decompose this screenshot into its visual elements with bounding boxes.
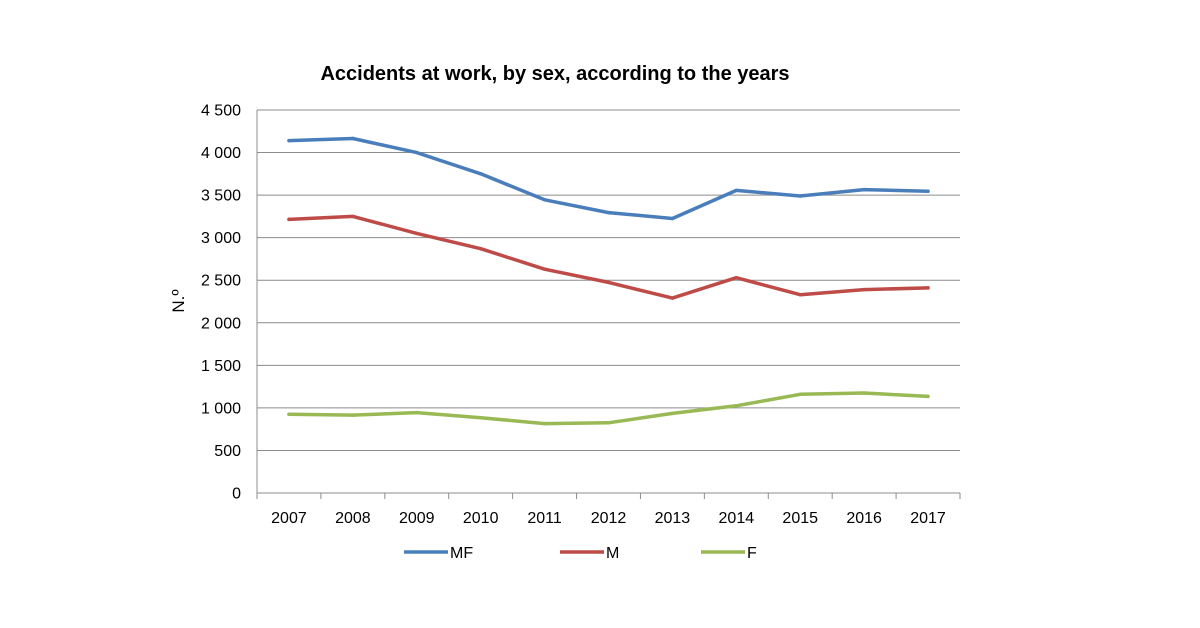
data-point-mf bbox=[415, 150, 419, 155]
legend-label-mf: MF bbox=[450, 545, 473, 562]
y-tick-label: 2 500 bbox=[201, 273, 241, 290]
data-point-mf bbox=[862, 187, 866, 192]
data-point-f bbox=[862, 391, 866, 395]
x-tick-label: 2012 bbox=[591, 510, 627, 527]
y-tick-label: 500 bbox=[214, 443, 241, 460]
data-point-m bbox=[287, 217, 291, 222]
x-tick-label: 2013 bbox=[655, 510, 691, 527]
data-point-m bbox=[798, 292, 802, 297]
y-tick-label: 2 000 bbox=[201, 315, 241, 332]
data-point-f bbox=[415, 410, 419, 415]
x-tick-label: 2011 bbox=[527, 510, 562, 527]
x-tick-label: 2014 bbox=[719, 510, 755, 527]
data-point-mf bbox=[734, 188, 739, 193]
data-point-m bbox=[670, 296, 675, 300]
data-point-m bbox=[542, 267, 547, 271]
y-tick-label: 4 000 bbox=[201, 145, 241, 162]
x-tick-label: 2009 bbox=[399, 510, 435, 527]
data-point-f bbox=[670, 411, 675, 416]
gridlines bbox=[257, 109, 960, 451]
data-point-m bbox=[926, 286, 930, 290]
x-tick-label: 2010 bbox=[463, 510, 499, 527]
legend: MF M F bbox=[404, 545, 757, 562]
data-point-m bbox=[606, 280, 611, 285]
y-axis-label: N.º bbox=[169, 289, 188, 312]
data-point-f bbox=[606, 421, 611, 425]
data-point-m bbox=[734, 275, 739, 280]
data-point-f bbox=[478, 415, 483, 420]
data-point-mf bbox=[926, 189, 930, 193]
tick-labels: 0 500 1 000 1 500 2 000 2 500 3 000 3 500 4 000 4… bbox=[201, 103, 946, 528]
chart-title: Accidents at work, by sex, according to … bbox=[320, 63, 789, 85]
series-lines bbox=[287, 136, 930, 426]
x-tick-label: 2007 bbox=[271, 510, 307, 527]
data-point-m bbox=[415, 231, 419, 236]
y-tick-label: 4 500 bbox=[201, 103, 241, 120]
data-point-mf bbox=[542, 198, 547, 202]
data-point-f bbox=[798, 392, 802, 396]
data-point-mf bbox=[287, 138, 291, 143]
data-point-f bbox=[351, 413, 355, 417]
y-tick-label: 3 000 bbox=[201, 230, 241, 247]
data-point-m bbox=[478, 247, 483, 251]
data-point-mf bbox=[351, 136, 355, 141]
x-tick-label: 2015 bbox=[782, 510, 818, 527]
x-tick-label: 2017 bbox=[910, 510, 946, 527]
legend-label-f: F bbox=[747, 545, 757, 562]
data-point-f bbox=[287, 412, 291, 416]
data-point-mf bbox=[606, 210, 611, 215]
series-line-m bbox=[287, 214, 930, 300]
data-point-m bbox=[351, 214, 355, 219]
data-point-f bbox=[734, 404, 739, 408]
data-point-m bbox=[862, 287, 866, 292]
y-tick-label: 1 500 bbox=[201, 358, 241, 375]
x-tick-label: 2008 bbox=[335, 510, 371, 527]
axes bbox=[256, 110, 961, 499]
data-point-mf bbox=[670, 216, 675, 221]
data-point-f bbox=[926, 394, 930, 399]
data-point-mf bbox=[478, 172, 483, 176]
y-tick-label: 3 500 bbox=[201, 188, 241, 205]
data-point-mf bbox=[798, 194, 802, 198]
y-tick-label: 0 bbox=[232, 486, 241, 503]
series-line-mf bbox=[287, 136, 930, 221]
data-point-f bbox=[542, 421, 547, 426]
x-tick-label: 2016 bbox=[846, 510, 882, 527]
legend-label-m: M bbox=[606, 545, 619, 562]
y-tick-label: 1 000 bbox=[201, 400, 241, 417]
